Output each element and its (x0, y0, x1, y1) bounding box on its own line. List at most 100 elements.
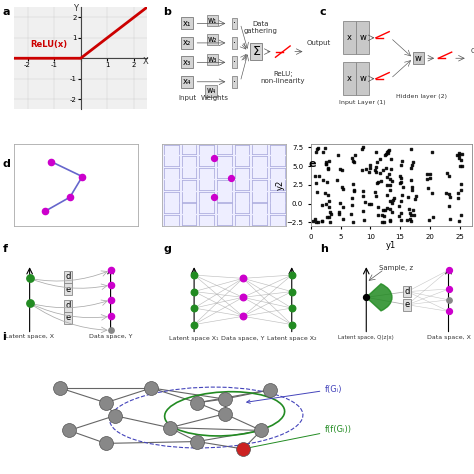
Text: Σ: Σ (252, 45, 260, 58)
Text: x₃: x₃ (183, 58, 191, 67)
Text: x: x (347, 33, 352, 42)
Point (339, 203, 346, 211)
Text: Hidden layer (2): Hidden layer (2) (396, 94, 447, 99)
Point (359, 166, 366, 174)
Point (373, 168, 380, 175)
Point (387, 155, 395, 163)
Point (56, 384, 64, 392)
Point (387, 217, 394, 224)
Point (325, 213, 333, 220)
Text: w: w (415, 54, 422, 63)
Text: Data
gathering: Data gathering (243, 21, 277, 34)
Point (336, 210, 343, 218)
Point (66, 193, 73, 201)
Point (389, 196, 397, 204)
Point (408, 217, 415, 225)
Point (239, 293, 246, 301)
Point (383, 173, 391, 181)
Point (372, 189, 379, 196)
Point (445, 172, 453, 180)
Point (373, 158, 381, 165)
Point (107, 327, 114, 334)
Point (325, 204, 333, 211)
Point (325, 157, 333, 165)
Point (315, 172, 323, 180)
Point (380, 212, 388, 220)
Point (385, 147, 392, 155)
Text: Y: Y (73, 4, 78, 13)
Point (79, 173, 86, 180)
Text: Latent space X₂: Latent space X₂ (267, 336, 317, 341)
Point (395, 202, 402, 210)
Text: b: b (164, 7, 172, 17)
Text: Output: Output (307, 40, 331, 46)
Point (387, 186, 394, 194)
Text: Data space, Y: Data space, Y (221, 336, 264, 341)
Point (193, 399, 201, 407)
Point (210, 193, 218, 201)
Point (266, 386, 274, 393)
Text: Input Layer (1): Input Layer (1) (339, 100, 386, 105)
Point (221, 410, 228, 418)
Point (445, 190, 452, 198)
Point (210, 155, 218, 162)
Point (333, 176, 341, 184)
Point (405, 205, 413, 213)
Point (351, 151, 359, 159)
Point (455, 151, 462, 158)
Point (362, 165, 370, 173)
Point (429, 213, 437, 221)
Point (424, 170, 431, 178)
Point (239, 445, 246, 453)
Point (239, 274, 246, 282)
Point (396, 172, 403, 179)
Point (190, 288, 198, 295)
Text: w: w (359, 74, 366, 83)
Text: Output: Output (470, 48, 474, 54)
Point (366, 164, 374, 172)
Point (373, 192, 380, 200)
Point (288, 271, 296, 279)
Text: Latent space, Q(z|x): Latent space, Q(z|x) (338, 335, 394, 340)
Point (373, 180, 381, 187)
Point (360, 216, 368, 224)
Point (424, 175, 431, 183)
Text: w: w (359, 33, 366, 42)
Point (374, 211, 382, 219)
Point (324, 191, 332, 199)
Text: ReLU;
non-linearity: ReLU; non-linearity (261, 71, 305, 83)
Y-axis label: y2: y2 (276, 180, 285, 190)
Point (409, 158, 417, 165)
Point (381, 151, 389, 159)
Text: Sample, z: Sample, z (379, 264, 413, 271)
Point (389, 200, 396, 207)
Text: e: e (65, 284, 71, 293)
Point (41, 208, 49, 215)
Point (397, 174, 405, 182)
Point (190, 321, 198, 328)
Point (257, 427, 265, 434)
Point (443, 169, 450, 177)
FancyBboxPatch shape (343, 21, 356, 54)
Point (428, 190, 436, 197)
Point (326, 218, 334, 226)
Text: f(f(Gᵢ)): f(f(Gᵢ)) (246, 425, 352, 449)
Point (350, 187, 358, 195)
Point (397, 178, 405, 185)
Point (319, 218, 326, 225)
Point (428, 148, 436, 155)
Point (426, 170, 434, 178)
Text: c: c (320, 7, 327, 17)
Point (406, 210, 413, 217)
Point (327, 210, 334, 218)
Point (381, 218, 388, 226)
Point (386, 205, 394, 213)
Text: e: e (405, 300, 410, 309)
Text: a: a (2, 7, 10, 17)
Point (359, 188, 367, 195)
Point (409, 161, 416, 169)
Point (372, 164, 379, 171)
Point (377, 177, 384, 185)
Point (319, 148, 327, 155)
Point (446, 193, 454, 201)
